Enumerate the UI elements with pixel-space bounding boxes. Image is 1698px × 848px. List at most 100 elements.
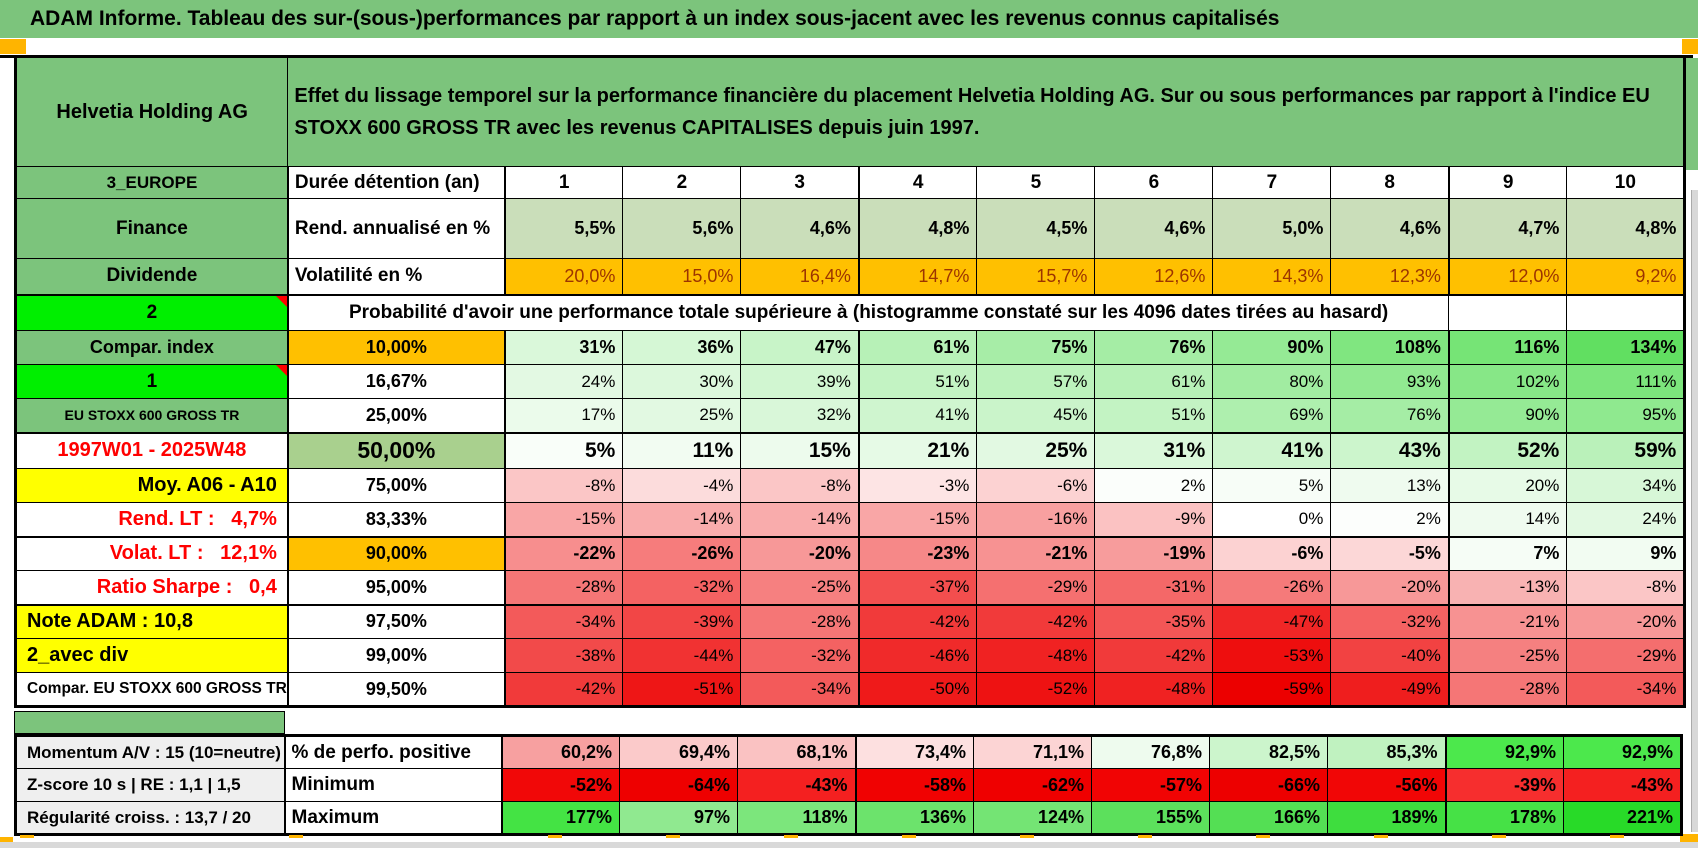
data-cell[interactable]: 4,6%	[1094, 198, 1214, 259]
row-mid-cell[interactable]: 97,50%	[287, 603, 506, 639]
data-cell[interactable]: -48%	[976, 638, 1096, 673]
row-label-cell[interactable]: 1	[14, 364, 289, 399]
row-label-cell[interactable]: Ratio Sharpe : 0,4	[14, 570, 289, 605]
gap-cell[interactable]	[14, 711, 285, 734]
data-cell[interactable]: -6%	[976, 468, 1096, 503]
data-cell[interactable]: -43%	[1563, 768, 1682, 802]
data-cell[interactable]: 97%	[619, 801, 738, 835]
data-cell[interactable]: 5,0%	[1212, 198, 1332, 259]
data-cell[interactable]: -39%	[622, 603, 742, 639]
data-cell[interactable]: -38%	[503, 638, 624, 673]
data-cell[interactable]: -48%	[1094, 672, 1214, 707]
data-cell[interactable]: 1	[503, 166, 624, 199]
data-cell[interactable]: 75%	[976, 330, 1096, 365]
row-mid-cell[interactable]: Maximum	[284, 801, 503, 835]
print-area-handle[interactable]	[0, 39, 26, 54]
data-cell[interactable]: -57%	[1091, 768, 1210, 802]
data-cell[interactable]: 76,8%	[1091, 735, 1210, 769]
row-mid-cell[interactable]: 16,67%	[287, 364, 506, 399]
data-cell[interactable]: -14%	[622, 502, 742, 537]
data-cell[interactable]: 93%	[1330, 364, 1450, 399]
data-cell[interactable]: 30%	[622, 364, 742, 399]
data-cell[interactable]: -28%	[1447, 672, 1568, 707]
data-cell[interactable]: -26%	[1212, 570, 1332, 605]
data-cell[interactable]: 15,0%	[622, 258, 742, 295]
data-cell[interactable]: -26%	[622, 535, 742, 571]
data-cell[interactable]: 177%	[500, 801, 620, 835]
data-cell[interactable]: -52%	[976, 672, 1096, 707]
stat-label-cell[interactable]: Momentum A/V : 15 (10=neutre)	[15, 735, 286, 769]
data-cell[interactable]: 4,6%	[1330, 198, 1450, 259]
data-cell[interactable]: -4%	[622, 468, 742, 503]
data-cell[interactable]: -44%	[622, 638, 742, 673]
row-label-cell[interactable]: Volat. LT : 12,1%	[14, 535, 289, 571]
data-cell[interactable]: 15%	[740, 431, 860, 469]
data-cell[interactable]: -25%	[1447, 638, 1568, 673]
data-cell[interactable]: -32%	[622, 570, 742, 605]
row-mid-cell[interactable]: Minimum	[284, 768, 503, 802]
data-cell[interactable]: 17%	[503, 398, 624, 433]
data-cell[interactable]: 20,0%	[503, 258, 624, 295]
data-cell[interactable]: 61%	[1094, 364, 1214, 399]
row-label-cell[interactable]: Moy. A06 - A10	[14, 468, 289, 503]
data-cell[interactable]: -56%	[1327, 768, 1446, 802]
data-cell[interactable]: -5%	[1330, 535, 1450, 571]
data-cell[interactable]: -22%	[503, 535, 624, 571]
company-name-cell[interactable]: Helvetia Holding AG	[14, 56, 289, 167]
row-mid-cell[interactable]: 83,33%	[287, 502, 506, 537]
data-cell[interactable]: -66%	[1209, 768, 1328, 802]
row-label-cell[interactable]: Compar. index	[14, 330, 289, 365]
data-cell[interactable]: -13%	[1447, 570, 1568, 605]
data-cell[interactable]: -28%	[503, 570, 624, 605]
data-cell[interactable]: 90%	[1212, 330, 1332, 365]
data-cell[interactable]: -29%	[1566, 638, 1686, 673]
row-label-cell[interactable]: Rend. LT : 4,7%	[14, 502, 289, 537]
data-cell[interactable]: 4,8%	[857, 198, 978, 259]
data-cell[interactable]: -14%	[740, 502, 860, 537]
data-cell[interactable]: -58%	[854, 768, 974, 802]
data-cell[interactable]: 24%	[1566, 502, 1686, 537]
data-cell[interactable]: 11%	[622, 431, 742, 469]
data-cell[interactable]: 82,5%	[1209, 735, 1328, 769]
data-cell[interactable]: 4,8%	[1566, 198, 1686, 259]
data-cell[interactable]: 5%	[503, 431, 624, 469]
data-cell[interactable]: 32%	[740, 398, 860, 433]
data-cell[interactable]: 2%	[1094, 468, 1214, 503]
data-cell[interactable]: -42%	[503, 672, 624, 707]
data-cell[interactable]: 13%	[1330, 468, 1450, 503]
row-mid-cell[interactable]: 10,00%	[287, 330, 506, 365]
data-cell[interactable]: 189%	[1327, 801, 1446, 835]
data-cell[interactable]: 7	[1212, 166, 1332, 199]
data-cell[interactable]: 34%	[1566, 468, 1686, 503]
data-cell[interactable]: 41%	[1212, 431, 1332, 469]
data-cell[interactable]: -34%	[503, 603, 624, 639]
row-label-cell[interactable]: Compar. EU STOXX 600 GROSS TR	[14, 672, 289, 707]
data-cell[interactable]: -15%	[503, 502, 624, 537]
data-cell[interactable]: 20%	[1447, 468, 1568, 503]
data-cell[interactable]: -42%	[857, 603, 978, 639]
row-mid-cell[interactable]: Durée détention (an)	[287, 166, 506, 199]
data-cell[interactable]: 76%	[1330, 398, 1450, 433]
data-cell[interactable]: -49%	[1330, 672, 1450, 707]
data-cell[interactable]: 9%	[1566, 535, 1686, 571]
data-cell[interactable]: 118%	[737, 801, 856, 835]
data-cell[interactable]: -43%	[737, 768, 856, 802]
data-cell[interactable]: 116%	[1447, 330, 1568, 365]
data-cell[interactable]: 60,2%	[500, 735, 620, 769]
data-cell[interactable]: 45%	[976, 398, 1096, 433]
data-cell[interactable]: 61%	[857, 330, 978, 365]
data-cell[interactable]: 2%	[1330, 502, 1450, 537]
data-cell[interactable]: -42%	[1094, 638, 1214, 673]
data-cell[interactable]: 3	[740, 166, 860, 199]
row-label-cell[interactable]: Dividende	[14, 258, 289, 295]
data-cell[interactable]: -23%	[857, 535, 978, 571]
empty-cell[interactable]	[1566, 293, 1686, 331]
data-cell[interactable]: 57%	[976, 364, 1096, 399]
data-cell[interactable]: 69%	[1212, 398, 1332, 433]
data-cell[interactable]: -15%	[857, 502, 978, 537]
data-cell[interactable]: 5,6%	[622, 198, 742, 259]
data-cell[interactable]: 6	[1094, 166, 1214, 199]
vertical-scrollbar[interactable]	[1691, 190, 1698, 832]
data-cell[interactable]: 14,3%	[1212, 258, 1332, 295]
data-cell[interactable]: 5	[976, 166, 1096, 199]
